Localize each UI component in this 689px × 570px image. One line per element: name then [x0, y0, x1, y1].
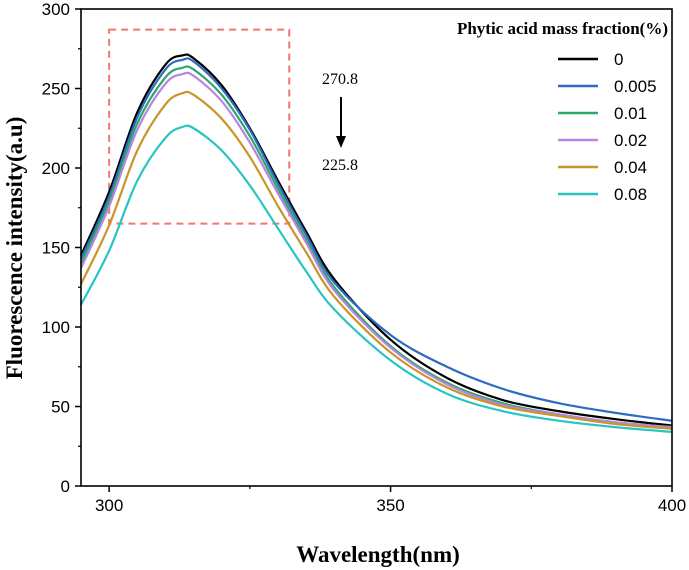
x-tick-label: 350: [376, 496, 404, 515]
down-arrow-icon: [336, 97, 346, 148]
legend-label-0.08: 0.08: [614, 185, 647, 204]
legend-title: Phytic acid mass fraction(%): [457, 19, 668, 38]
legend-label-0: 0: [614, 50, 623, 69]
y-tick-label: 250: [42, 80, 70, 99]
legend-label-0.01: 0.01: [614, 104, 647, 123]
series-line-0.005: [79, 57, 673, 422]
series-line-0.02: [79, 71, 673, 429]
legend: Phytic acid mass fraction(%) 0 0.005 0.01 0…: [457, 19, 668, 204]
highlight-box: [108, 28, 291, 225]
legend-label-0.005: 0.005: [614, 77, 657, 96]
annotation-top-value: 270.8: [322, 71, 358, 88]
y-tick-label: 0: [61, 477, 70, 496]
series-group: [79, 53, 673, 434]
x-tick-label: 300: [95, 496, 123, 515]
y-tick-label: 150: [42, 239, 70, 258]
annotation-bottom-value: 225.8: [322, 157, 358, 174]
ticks: 0 50 100 150 200 250 300 300 350 400: [42, 0, 687, 515]
y-tick-label: 200: [42, 159, 70, 178]
y-tick-label: 100: [42, 318, 70, 337]
legend-label-0.02: 0.02: [614, 131, 647, 150]
series-line-0.01: [79, 65, 673, 429]
x-tick-label: 400: [658, 496, 686, 515]
series-line-0.08: [80, 124, 673, 434]
y-tick-label: 50: [51, 398, 70, 417]
series-line-0: [79, 53, 673, 427]
series-line-0.04: [80, 90, 673, 430]
x-axis-title: Wavelength(nm): [296, 542, 460, 567]
legend-label-0.04: 0.04: [614, 158, 647, 177]
y-tick-label: 300: [42, 0, 70, 19]
y-axis-title: Fluorescence intensity(a.u): [2, 117, 27, 380]
